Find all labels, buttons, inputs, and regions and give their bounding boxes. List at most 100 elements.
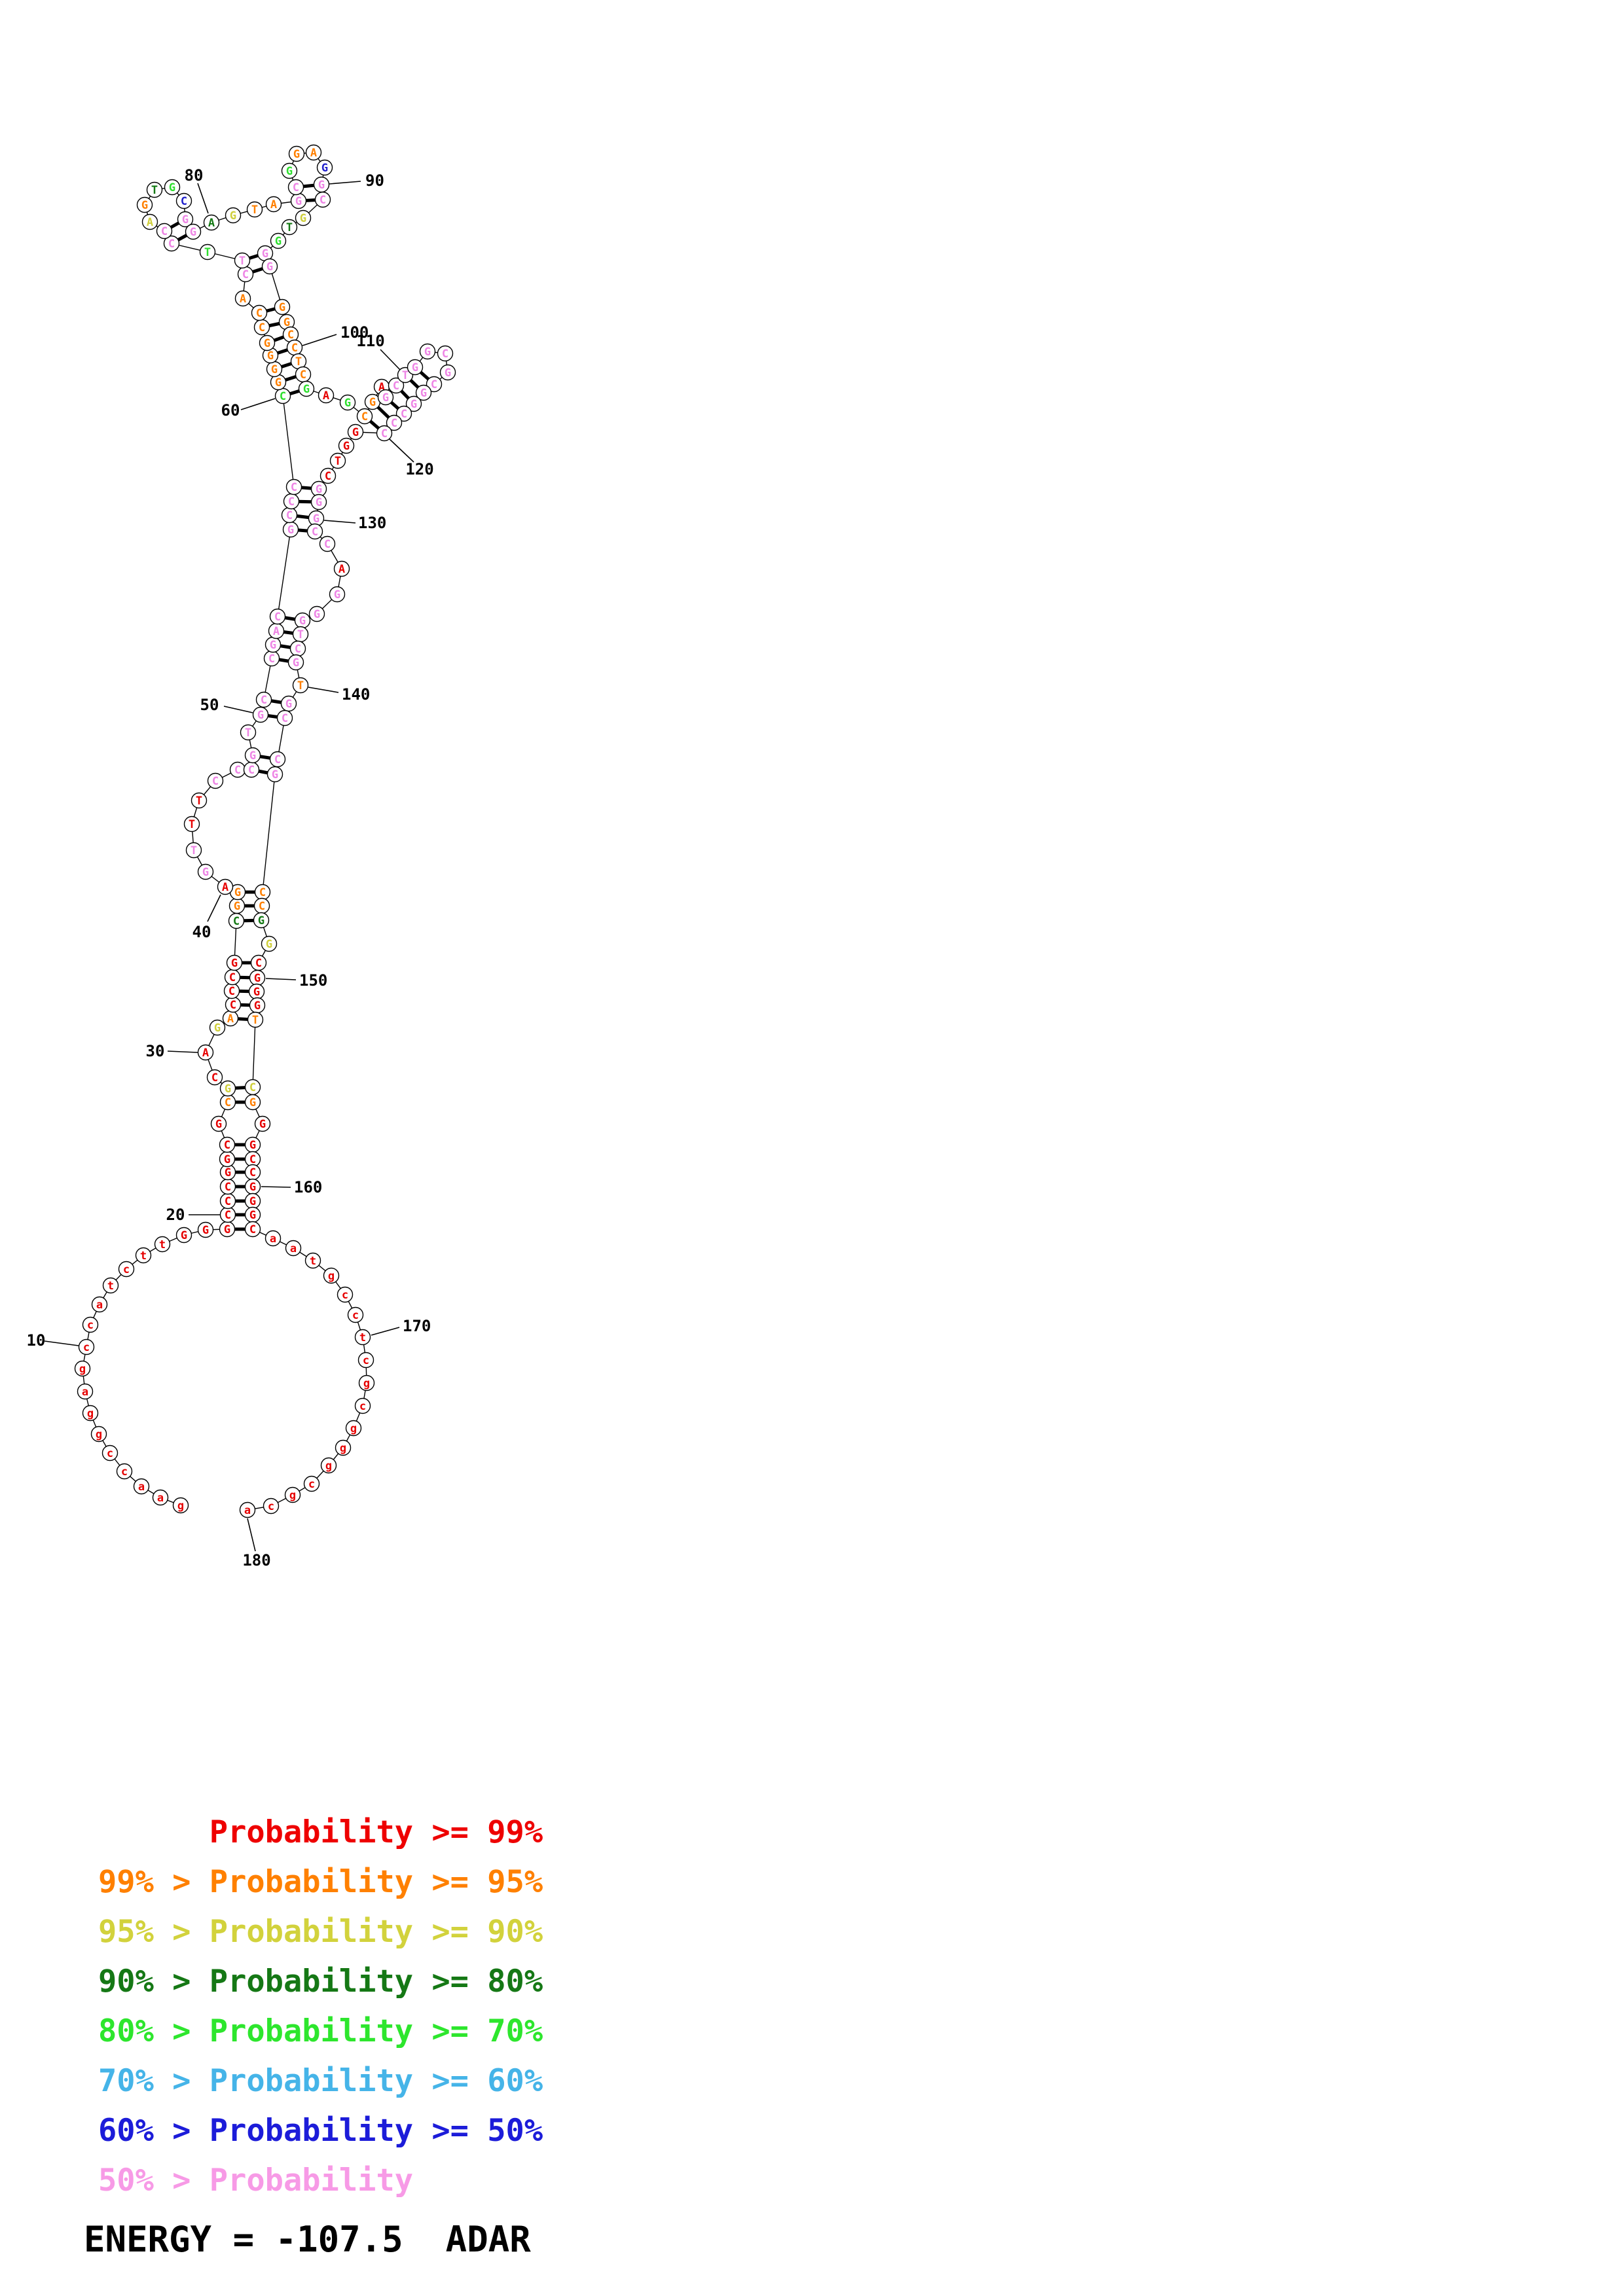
nucleotide-letter: G: [267, 350, 274, 363]
nucleotide-letter: A: [378, 381, 385, 394]
nucleotide-node: [234, 252, 251, 269]
nucleotide-node: [156, 223, 173, 240]
nucleotide-node: [118, 1261, 135, 1278]
nucleotide-letter: C: [259, 886, 266, 899]
nucleotide-node: [323, 1267, 340, 1284]
nucleotide-node: [285, 478, 302, 495]
nucleotide-node: [386, 414, 403, 431]
nucleotide-letter: A: [310, 147, 317, 160]
nucleotide-letter: T: [297, 628, 304, 641]
legend-row: Probability >= 99%: [98, 1814, 543, 1850]
nucleotide-node: [347, 423, 364, 440]
nucleotide-node: [91, 1296, 108, 1313]
nucleotide-letter: C: [234, 764, 241, 777]
nucleotide-letter: G: [258, 914, 264, 927]
nucleotide-node: [265, 196, 282, 213]
nucleotide-node: [102, 1277, 119, 1294]
nucleotide-letter: A: [222, 881, 228, 894]
nucleotide-letter: g: [289, 1489, 296, 1502]
nucleotide-node: [77, 1383, 94, 1400]
probability-legend: Probability >= 99% 99% > Probability >= 9…: [98, 1808, 543, 2206]
nucleotide-letter: G: [230, 209, 236, 223]
nucleotide-letter: C: [225, 1195, 231, 1208]
nucleotide-letter: C: [319, 194, 326, 207]
nucleotide-letter: T: [297, 679, 304, 692]
label-leader-line: [302, 334, 337, 346]
nucleotide-letter: G: [225, 1083, 231, 1096]
nucleotide-letter: G: [249, 1096, 256, 1109]
nucleotide-letter: C: [248, 764, 255, 777]
nucleotide-letter: G: [202, 1224, 209, 1237]
nucleotide-node: [292, 677, 309, 694]
nucleotide-letter: C: [291, 342, 298, 355]
nucleotide-node: [163, 235, 180, 252]
position-label: 110: [356, 332, 384, 350]
nucleotide-node: [74, 1360, 91, 1377]
nucleotide-letter: C: [282, 712, 288, 725]
nucleotide-letter: C: [300, 368, 306, 382]
nucleotide-node: [175, 192, 192, 209]
nucleotide-node: [274, 298, 291, 315]
nucleotide-node: [335, 1439, 352, 1456]
nucleotide-letter: G: [249, 749, 256, 762]
nucleotide-letter: g: [87, 1407, 94, 1420]
nucleotide-letter: G: [279, 301, 285, 314]
nucleotide-letter: t: [140, 1249, 147, 1263]
nucleotide-letter: a: [290, 1242, 297, 1255]
nucleotide-letter: G: [234, 900, 240, 913]
nucleotide-letter: T: [196, 795, 202, 808]
nucleotide-node: [101, 1444, 119, 1462]
nucleotide-node: [333, 560, 350, 577]
nucleotide-letter: a: [138, 1480, 145, 1494]
nucleotide-node: [426, 376, 443, 393]
nucleotide-letter: G: [182, 213, 189, 226]
nucleotide-node: [251, 304, 268, 321]
nucleotide-letter: c: [308, 1478, 315, 1491]
nucleotide-letter: T: [335, 455, 341, 468]
nucleotide-letter: T: [189, 818, 195, 831]
nucleotide-letter: G: [224, 1223, 230, 1236]
nucleotide-letter: G: [264, 337, 270, 350]
nucleotide-node: [270, 232, 287, 249]
nucleotide-node: [276, 709, 293, 726]
nucleotide-node: [308, 605, 325, 622]
nucleotide-node: [234, 290, 251, 307]
nucleotide-node: [207, 772, 224, 789]
nucleotide-letter: C: [381, 427, 388, 440]
nucleotide-node: [261, 935, 278, 952]
label-leader-line: [44, 1340, 79, 1346]
label-leader-line: [371, 1327, 400, 1336]
position-label: 10: [27, 1331, 46, 1350]
nucleotide-node: [357, 1352, 374, 1369]
nucleotide-letter: G: [215, 1118, 222, 1131]
position-label: 170: [403, 1317, 431, 1335]
nucleotide-node: [203, 214, 220, 231]
position-label: 40: [192, 923, 211, 941]
legend-row: 80% > Probability >= 70%: [98, 2013, 543, 2049]
nucleotide-node: [358, 1374, 375, 1391]
nucleotide-node: [439, 364, 456, 381]
nucleotide-letter: G: [249, 1139, 256, 1152]
nucleotide-letter: C: [312, 526, 318, 539]
nucleotide-node: [116, 1463, 133, 1480]
nucleotide-node: [246, 201, 263, 218]
nucleotide-letter: C: [181, 195, 187, 208]
nucleotide-letter: a: [82, 1386, 88, 1399]
nucleotide-node: [316, 159, 333, 176]
nucleotide-node: [154, 1236, 171, 1253]
position-label: 30: [146, 1042, 165, 1060]
nucleotide-letter: G: [169, 181, 175, 194]
nucleotide-letter: T: [245, 726, 251, 740]
nucleotide-letter: c: [107, 1447, 113, 1460]
nucleotide-letter: C: [259, 900, 265, 913]
nucleotide-letter: G: [293, 148, 300, 161]
nucleotide-node: [285, 1240, 302, 1257]
nucleotide-node: [310, 493, 327, 511]
nucleotide-node: [141, 213, 158, 230]
nucleotide-letter: G: [369, 396, 376, 409]
nucleotide-node: [136, 196, 153, 213]
nucleotide-node: [303, 1475, 320, 1492]
nucleotide-node: [185, 223, 202, 240]
nucleotide-letter: g: [350, 1422, 357, 1435]
